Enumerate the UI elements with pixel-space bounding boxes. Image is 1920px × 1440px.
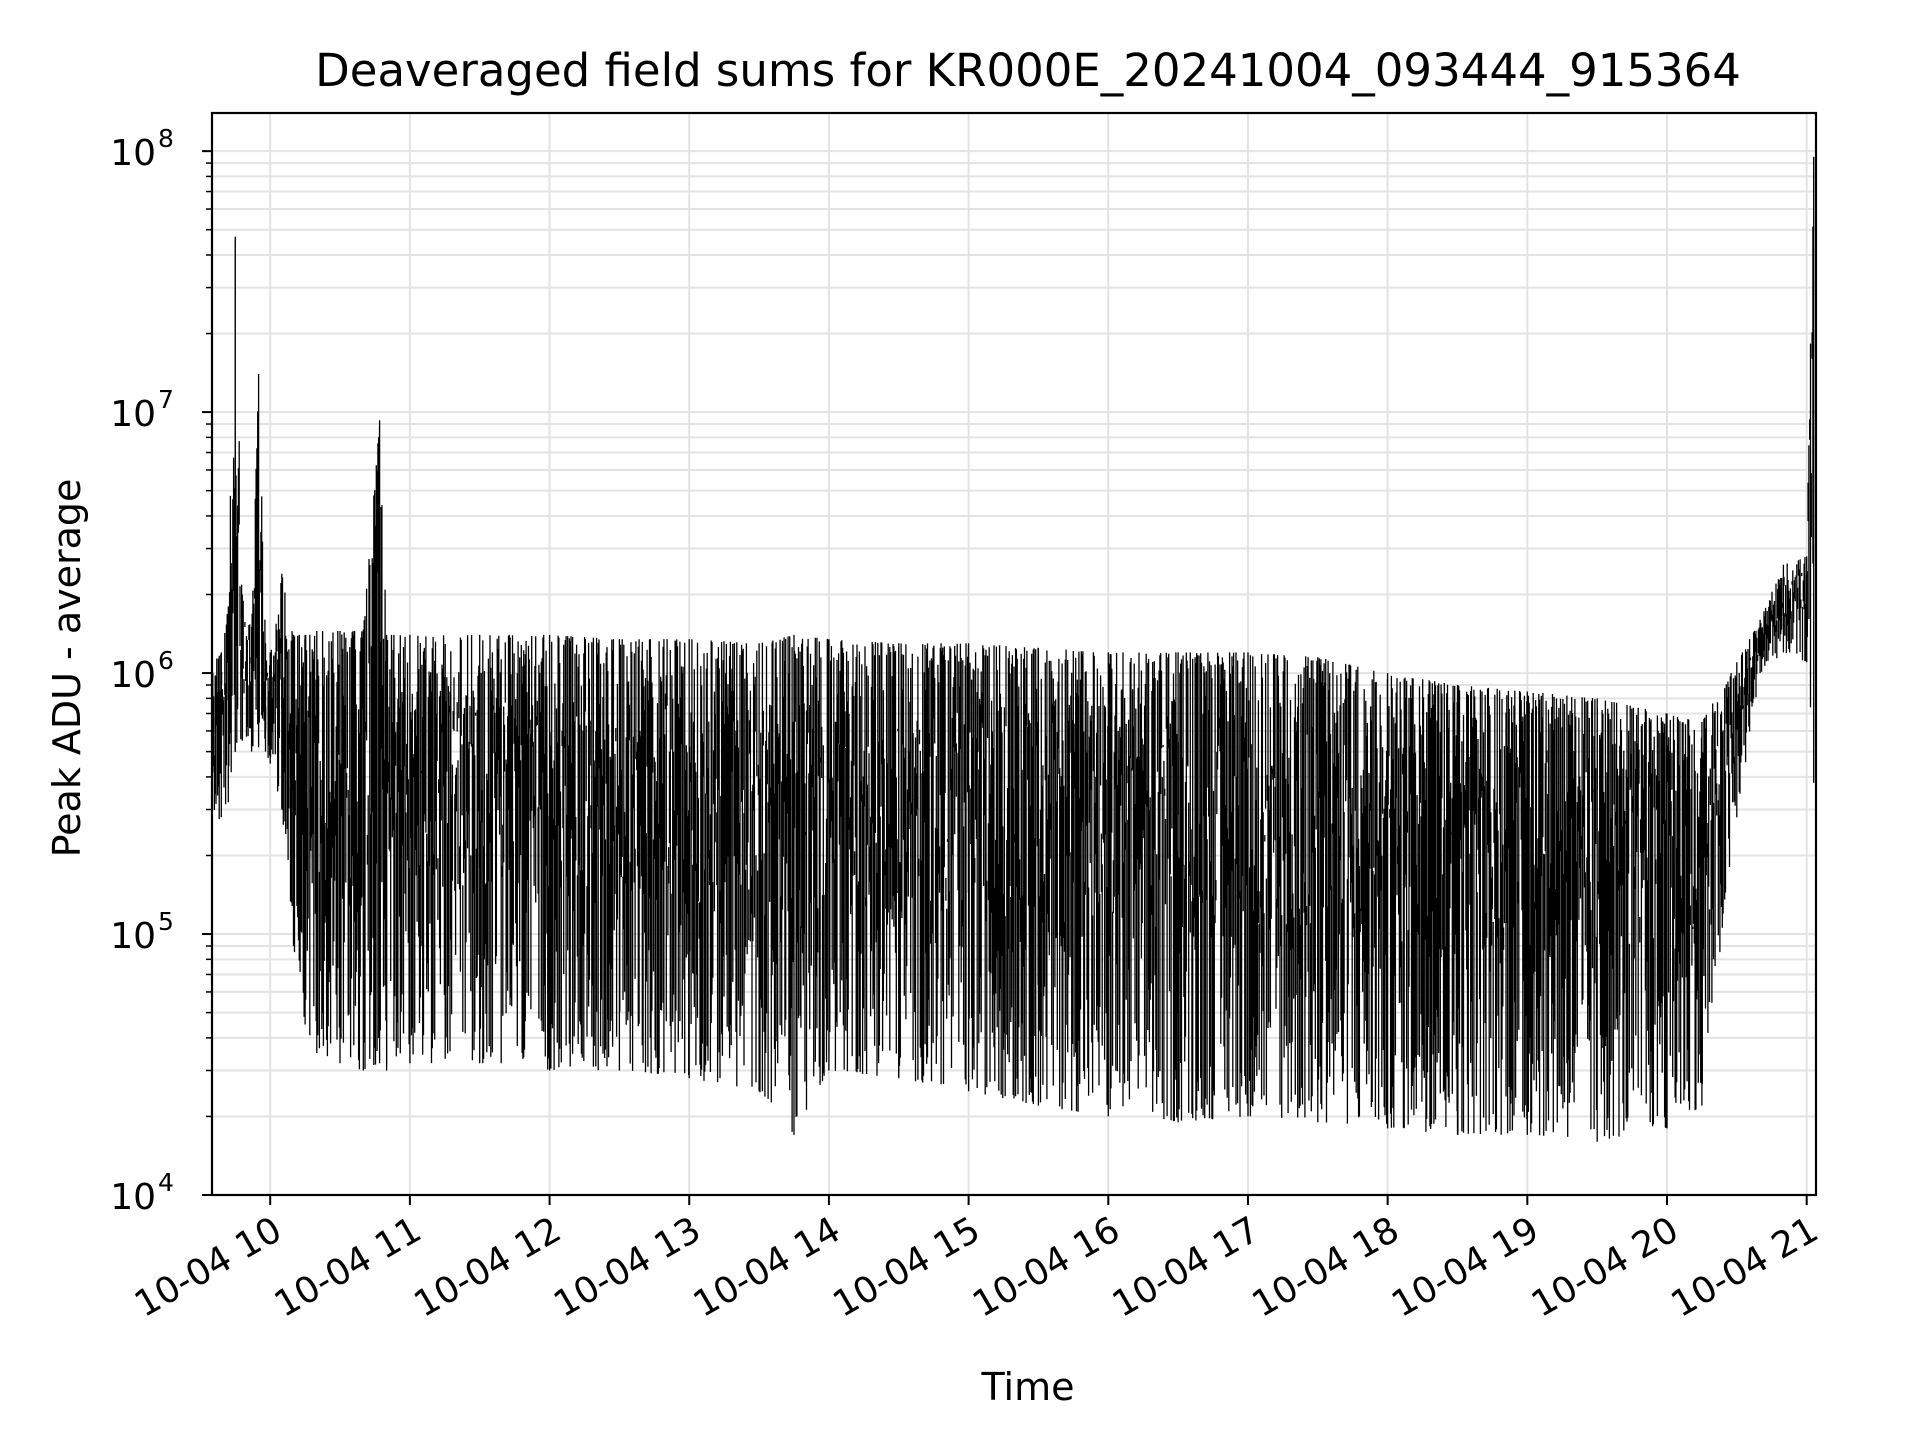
- x-tick-label: 10-04 13: [547, 1209, 708, 1325]
- chart-title: Deaveraged field sums for KR000E_2024100…: [315, 44, 1741, 97]
- y-axis-label: Peak ADU - average: [45, 479, 89, 858]
- y-tick-label: 10: [110, 133, 156, 174]
- x-tick-label: 10-04 19: [1385, 1209, 1546, 1325]
- y-tick-exponent: 6: [158, 646, 174, 675]
- x-tick-label: 10-04 12: [407, 1209, 568, 1325]
- data-series: [211, 156, 1815, 1142]
- x-tick-label: 10-04 15: [826, 1209, 987, 1325]
- y-tick-exponent: 4: [158, 1168, 174, 1197]
- y-tick-label: 10: [110, 394, 156, 435]
- x-tick-label: 10-04 16: [966, 1209, 1127, 1325]
- x-tick-label: 10-04 20: [1525, 1209, 1686, 1325]
- x-tick-label: 10-04 10: [128, 1209, 289, 1325]
- y-tick-exponent: 5: [158, 907, 174, 936]
- y-tick-exponent: 7: [158, 385, 174, 414]
- x-axis-label: Time: [981, 1365, 1075, 1409]
- y-tick-label: 10: [110, 1177, 156, 1218]
- y-tick-label: 10: [110, 655, 156, 696]
- x-tick-label: 10-04 18: [1245, 1209, 1406, 1325]
- series-line: [211, 156, 1815, 1142]
- y-tick-exponent: 8: [158, 124, 174, 153]
- plot-frame: [210, 111, 1818, 1197]
- y-tick-label: 10: [110, 916, 156, 957]
- x-tick-label: 10-04 21: [1665, 1209, 1826, 1325]
- x-tick-label: 10-04 11: [268, 1209, 429, 1325]
- x-tick-label: 10-04 14: [687, 1209, 848, 1325]
- x-tick-label: 10-04 17: [1106, 1209, 1267, 1325]
